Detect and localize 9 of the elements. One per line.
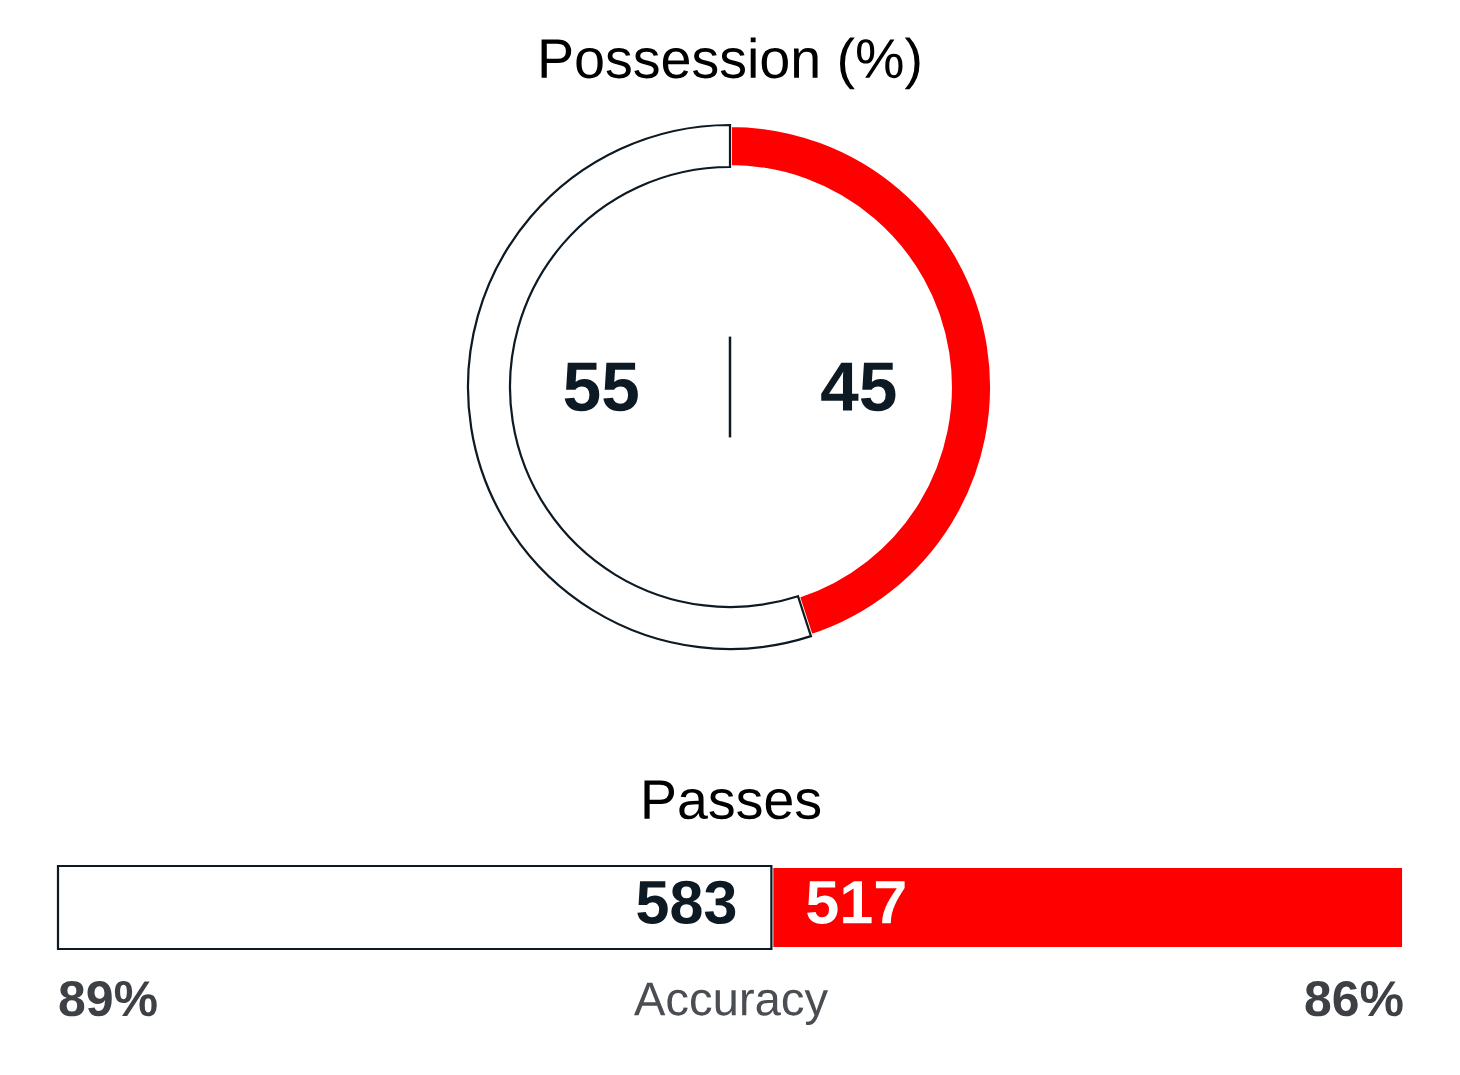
data-label: 55 — [564, 362, 638, 412]
data-label: 45 — [821, 362, 896, 412]
chart-title: Passes — [644, 780, 821, 820]
data-label: 517 — [807, 881, 905, 924]
chart-title: Possession (%) — [541, 37, 920, 90]
text: Accuracy — [634, 982, 829, 1025]
text: 89% — [59, 980, 157, 1017]
data-label: 583 — [637, 880, 736, 924]
text: 86% — [1305, 980, 1403, 1017]
